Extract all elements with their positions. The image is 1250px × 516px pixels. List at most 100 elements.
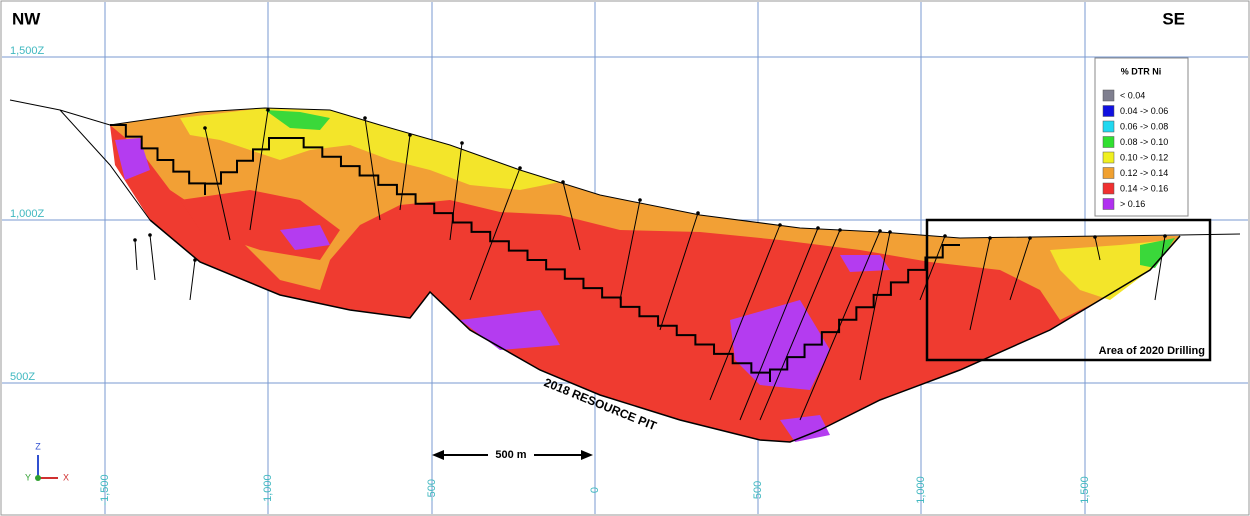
y-axis <box>35 475 41 481</box>
drill-hole <box>919 235 946 301</box>
scale-label-bg <box>488 447 534 463</box>
drill-hole <box>249 109 269 231</box>
collar <box>561 180 565 184</box>
drill-hole <box>709 224 781 401</box>
collar <box>203 126 207 130</box>
grade-zone <box>110 108 1180 320</box>
topography <box>59 109 151 221</box>
drill-hole <box>759 229 841 421</box>
x-label: X <box>63 472 69 482</box>
drill-hole <box>449 142 463 241</box>
grade-zone <box>265 110 330 130</box>
drill-holes <box>133 108 1167 421</box>
drill-hole <box>149 234 156 281</box>
direction-left: NW <box>12 9 41 28</box>
elevation-label: 500Z <box>10 371 35 383</box>
drilling-area-label: Area of 2020 Drilling <box>1099 345 1205 357</box>
axes-triad: Z Y X <box>25 441 69 482</box>
legend-label: > 0.16 <box>1120 199 1145 209</box>
drill-hole <box>969 237 991 331</box>
collar <box>1028 236 1032 240</box>
drill-hole <box>659 212 699 331</box>
legend: % DTR Ni < 0.04 0.04 -> 0.06 0.06 -> 0.08 0… <box>1094 57 1189 217</box>
arrow-head <box>432 450 444 460</box>
block-model <box>110 108 1181 443</box>
collar <box>408 133 412 137</box>
easting-label: 500 <box>752 481 764 499</box>
grade-zone <box>780 415 830 442</box>
elevation-label: 1,000Z <box>10 208 45 220</box>
legend-swatch <box>1102 151 1115 164</box>
drill-hole <box>134 239 138 271</box>
legend-label: 0.10 -> 0.12 <box>1120 152 1168 162</box>
drill-hole <box>739 227 819 421</box>
elevation-label: 1,500Z <box>10 45 45 57</box>
easting-label: 1,000 <box>915 476 927 504</box>
scale-label: 500 m <box>495 449 526 461</box>
grade-zone <box>460 310 560 350</box>
drill-hole <box>1154 235 1166 301</box>
collar <box>816 226 820 230</box>
easting-label: 1,500 <box>1079 476 1091 504</box>
collar <box>266 108 270 112</box>
drill-hole <box>1009 237 1031 301</box>
drill-hole <box>859 231 891 381</box>
drill-hole <box>619 199 641 301</box>
legend-swatch <box>1102 105 1115 117</box>
grade-zone <box>280 225 330 250</box>
scale-bar: 500 m <box>432 447 593 463</box>
drill-hole <box>399 134 411 211</box>
legend-title: % DTR Ni <box>1121 66 1162 76</box>
legend-swatch <box>1102 136 1115 148</box>
drill-hole <box>1094 236 1101 261</box>
collar <box>888 230 892 234</box>
legend-label: 0.14 -> 0.16 <box>1120 183 1168 193</box>
z-label: Z <box>35 441 41 451</box>
collar <box>460 141 464 145</box>
grade-zone <box>730 300 830 390</box>
collar <box>363 116 367 120</box>
collar <box>193 258 197 262</box>
grade-zone <box>1140 238 1175 268</box>
collar <box>878 229 882 233</box>
pit-shell-bottom <box>149 219 1181 443</box>
arrow-head <box>581 450 593 460</box>
collar <box>1093 235 1097 239</box>
easting-label: 0 <box>589 487 601 493</box>
drill-hole <box>562 181 581 251</box>
collar <box>696 211 700 215</box>
pit-outline <box>110 124 960 382</box>
easting-label: -1,500 <box>99 474 111 505</box>
legend-swatch <box>1102 167 1115 179</box>
drill-hole <box>204 127 231 241</box>
easting-label: -500 <box>426 479 438 501</box>
topography <box>9 99 1241 239</box>
legend-label: < 0.04 <box>1120 90 1145 100</box>
easting-label: -1,000 <box>262 474 274 505</box>
legend-label: 0.04 -> 0.06 <box>1120 106 1168 116</box>
collar <box>148 233 152 237</box>
collar <box>638 198 642 202</box>
drill-hole <box>469 167 521 301</box>
legend-swatch <box>1102 120 1115 133</box>
drill-hole <box>364 117 381 221</box>
collar <box>838 228 842 232</box>
collar <box>518 166 522 170</box>
legend-swatch <box>1102 198 1115 210</box>
collar <box>988 236 992 240</box>
direction-right: SE <box>1162 9 1185 28</box>
legend-label: 0.12 -> 0.14 <box>1120 168 1168 178</box>
drilling-area-box <box>925 218 1212 362</box>
collar <box>1163 234 1167 238</box>
collar <box>778 223 782 227</box>
y-label: Y <box>25 472 31 482</box>
legend-label: 0.06 -> 0.08 <box>1120 121 1168 131</box>
grade-zone <box>840 255 890 272</box>
collar <box>133 238 137 242</box>
legend-swatch <box>1102 182 1115 195</box>
legend-label: 0.08 -> 0.10 <box>1120 137 1168 147</box>
drill-hole <box>799 230 881 421</box>
drill-hole <box>189 259 196 301</box>
collar <box>943 234 947 238</box>
